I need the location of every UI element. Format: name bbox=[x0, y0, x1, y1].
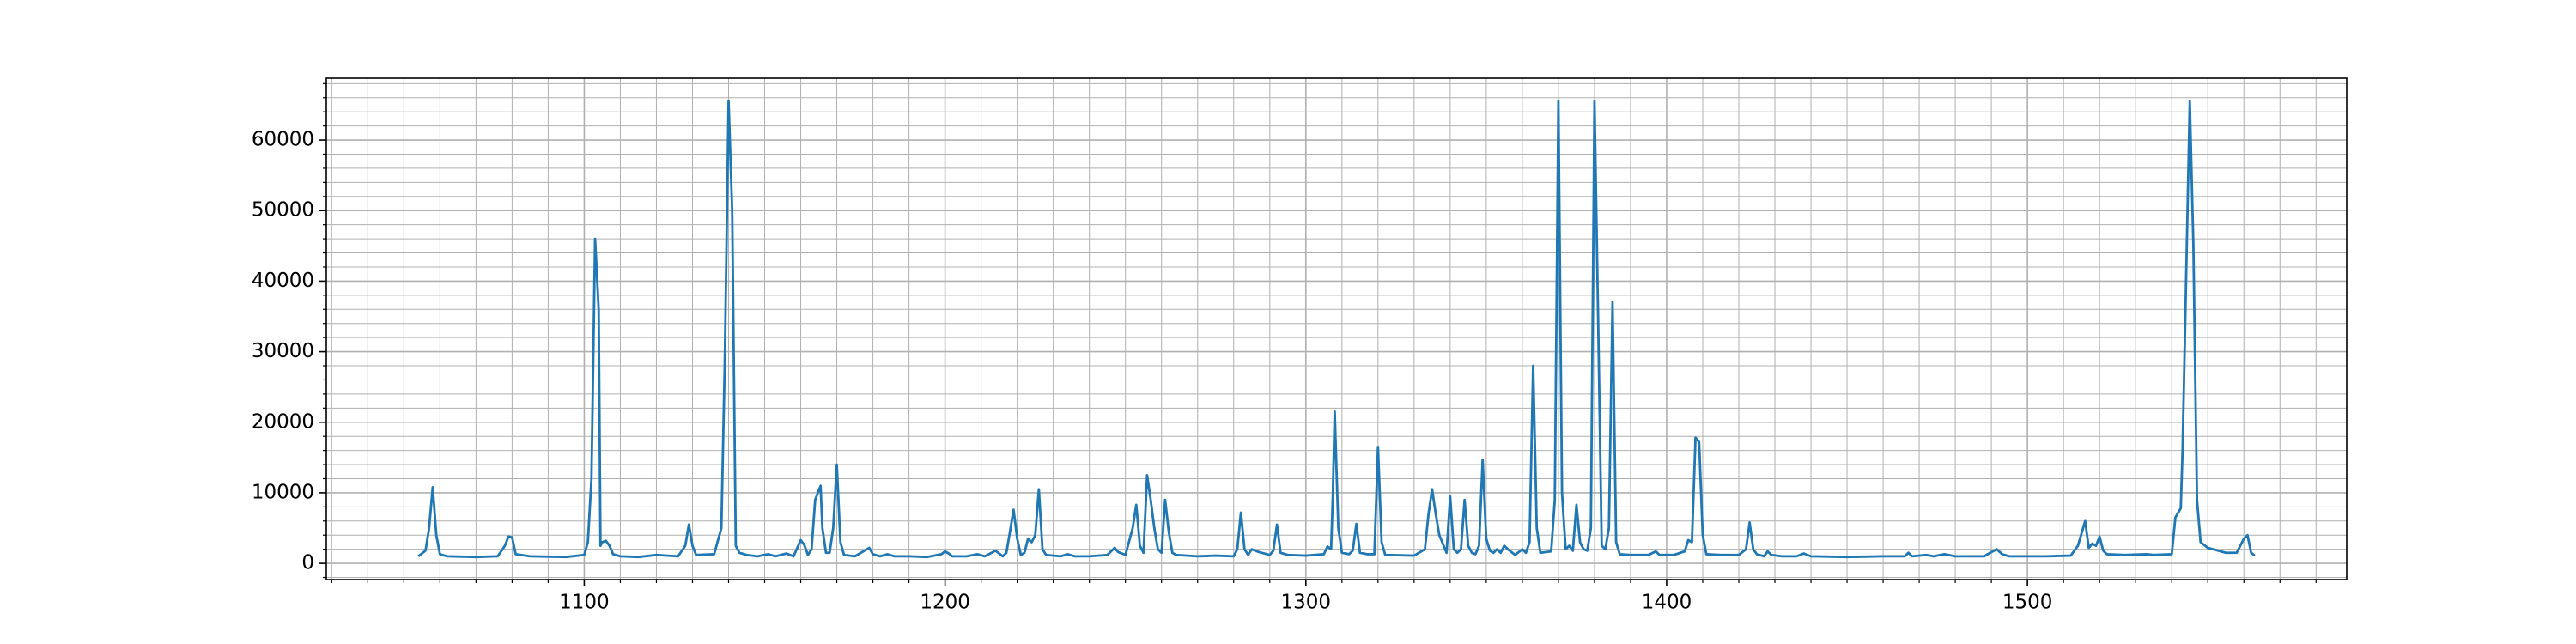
y-tick-label: 20000 bbox=[252, 410, 314, 433]
data-line bbox=[417, 100, 2256, 559]
y-tick-label: 30000 bbox=[252, 340, 314, 362]
x-tick-label: 1100 bbox=[559, 592, 610, 614]
y-tick-label: 0 bbox=[301, 552, 314, 574]
x-tick-label: 1500 bbox=[2002, 592, 2053, 614]
y-tick-label: 50000 bbox=[252, 199, 314, 222]
y-tick-label: 60000 bbox=[252, 129, 314, 151]
y-tick-label: 40000 bbox=[252, 270, 314, 292]
plot-frame bbox=[325, 77, 2348, 580]
x-tick-label: 1300 bbox=[1281, 592, 1332, 614]
y-tick-label: 10000 bbox=[252, 481, 314, 503]
x-tick-label: 1400 bbox=[1642, 592, 1692, 614]
x-tick-label: 1200 bbox=[920, 592, 970, 614]
